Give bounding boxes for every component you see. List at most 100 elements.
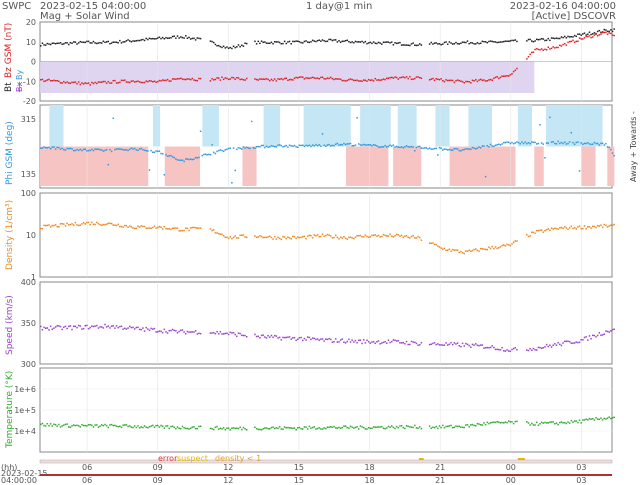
bt-point [330, 38, 332, 41]
bz-point [275, 80, 278, 82]
temperature-point [570, 419, 573, 422]
speed-point [323, 340, 325, 342]
phi-point [545, 142, 548, 144]
bz-point [471, 79, 474, 82]
temperature-point [145, 426, 147, 429]
temperature-point [308, 425, 311, 428]
phi-point [156, 150, 159, 153]
bz-point [128, 81, 131, 84]
bz-point [124, 79, 126, 81]
temperature-point [239, 426, 241, 429]
bt-point [511, 39, 513, 42]
density-point [432, 242, 434, 244]
phi-point [595, 142, 597, 145]
phi-point [244, 147, 246, 149]
density-point [214, 232, 217, 234]
phi-point [356, 117, 358, 119]
bz-point [498, 77, 500, 80]
temperature-point [549, 421, 551, 423]
phi-point [570, 131, 573, 134]
density-point [343, 235, 345, 238]
bt-point [455, 41, 457, 44]
temperature-point [479, 423, 482, 426]
phi-point [260, 144, 263, 147]
speed-point [290, 338, 292, 340]
speed-point [124, 327, 126, 330]
speed-point [232, 332, 235, 334]
density-point [217, 232, 220, 235]
density-point [410, 235, 413, 238]
bt-point [155, 37, 157, 40]
density-point [328, 234, 330, 236]
bt-point [603, 28, 606, 31]
density-point [412, 235, 414, 237]
phi-point [358, 143, 360, 145]
temperature-point [583, 419, 586, 421]
bz-point [389, 76, 391, 79]
phi-point [44, 146, 47, 149]
phi-point [507, 141, 510, 144]
temperature-point [456, 425, 459, 428]
bz-point [92, 82, 95, 85]
density-point [377, 234, 380, 237]
bt-point [405, 44, 408, 46]
bz-point [486, 80, 489, 82]
phi-point [213, 151, 215, 154]
density-point [221, 233, 223, 236]
bz-point [119, 81, 121, 84]
bz-point [451, 79, 454, 82]
phi-point [262, 144, 264, 147]
speed-point [463, 345, 465, 347]
temperature-point [150, 425, 152, 427]
temperature-point [463, 426, 465, 429]
density-point [316, 234, 319, 236]
density-point [506, 243, 508, 246]
temperature-point [86, 425, 88, 427]
density-point [484, 248, 487, 251]
speed-point [511, 348, 513, 351]
temperature-point [189, 427, 192, 430]
bz-point [463, 82, 465, 84]
phi-point [94, 148, 96, 150]
bt-point [104, 41, 106, 44]
speed-point [40, 325, 42, 328]
density-point [409, 237, 411, 239]
temperature-point [446, 425, 449, 428]
speed-point [110, 325, 113, 327]
density-point [234, 235, 236, 237]
bt-point [555, 37, 558, 39]
speed-point [308, 336, 311, 339]
bz-point [330, 76, 332, 79]
bz-point [214, 78, 217, 81]
temperature-point [600, 417, 602, 419]
towards-band [49, 105, 64, 147]
bt-point [341, 40, 344, 43]
bt-point [527, 38, 530, 41]
bz-point [560, 45, 563, 47]
bz-point [593, 34, 596, 36]
y-tick-label: 1e+5 [14, 406, 36, 415]
speed-point [527, 349, 530, 352]
bz-point [155, 81, 157, 83]
phi-point [526, 142, 528, 145]
bt-point [260, 40, 263, 42]
density-point [437, 245, 439, 247]
bt-point [379, 42, 381, 44]
phi-point [267, 146, 269, 148]
temperature-point [475, 425, 477, 427]
phi-point [455, 147, 457, 150]
bt-point [306, 41, 309, 43]
bz-point [414, 77, 416, 80]
temperature-point [343, 425, 345, 427]
bz-point [372, 80, 375, 82]
speed-point [468, 344, 470, 347]
phi-point [92, 149, 95, 152]
speed-point [364, 342, 367, 344]
bz-point [211, 77, 213, 80]
bt-point [414, 44, 416, 46]
speed-point [282, 336, 284, 339]
phi-point [448, 148, 451, 151]
phi-point [222, 150, 225, 153]
temperature-point [275, 427, 278, 429]
phi-point [150, 149, 152, 152]
